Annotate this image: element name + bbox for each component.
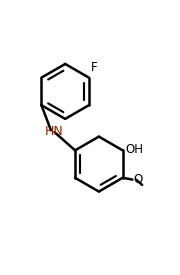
Text: F: F	[91, 61, 97, 74]
Text: HN: HN	[45, 125, 64, 138]
Text: O: O	[133, 173, 143, 186]
Text: OH: OH	[125, 143, 143, 156]
